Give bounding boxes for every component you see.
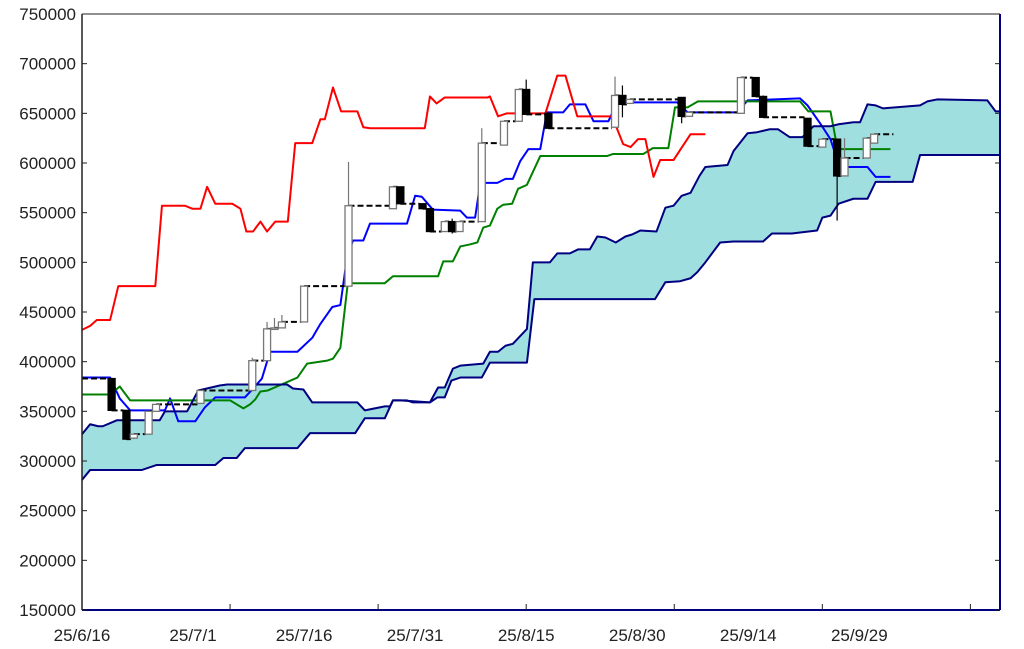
candle-up [477, 142, 486, 223]
y-tick-label: 700000 [19, 55, 76, 74]
candle-up [862, 137, 871, 159]
senkou_a-line [81, 98, 1001, 435]
candle-down [803, 117, 812, 147]
y-tick-label: 550000 [19, 204, 76, 223]
y-tick-label: 600000 [19, 154, 76, 173]
candle-up [299, 285, 309, 323]
y-tick-label: 350000 [19, 402, 76, 421]
x-tick-label: 25/7/16 [276, 626, 333, 645]
x-tick-label: 25/7/1 [169, 626, 216, 645]
candle-up [262, 328, 272, 362]
candle-down [107, 377, 116, 411]
candle-up [151, 403, 161, 412]
candle-layer [82, 76, 894, 441]
y-tick-label: 500000 [19, 253, 76, 272]
candle-up [440, 220, 449, 233]
y-tick-label: 200000 [19, 551, 76, 570]
x-tick-label: 25/6/16 [54, 626, 111, 645]
candle-up [248, 360, 257, 392]
x-tick-label: 25/9/29 [831, 626, 888, 645]
x-tick-label: 25/8/30 [609, 626, 666, 645]
candle-down [418, 203, 427, 210]
candle-down [758, 95, 768, 118]
candle-down [396, 186, 405, 205]
candle-down [751, 76, 760, 98]
candle-down [425, 208, 435, 233]
candle-up [277, 321, 287, 329]
candle-down [677, 96, 686, 117]
candle-down [618, 94, 627, 106]
axis-layer: 150000 200000 250000 300000 350000 400000 4500… [19, 5, 1001, 645]
candle-up [625, 98, 634, 105]
chikou-line [81, 74, 706, 331]
y-tick-label: 400000 [19, 353, 76, 372]
candle-up [818, 138, 827, 148]
y-tick-label: 150000 [19, 601, 76, 620]
candle-up [388, 186, 398, 210]
candle-up [129, 433, 138, 439]
senkou_b-line [81, 154, 1001, 481]
y-tick-label: 250000 [19, 502, 76, 521]
candle-up [610, 94, 620, 128]
candle-up [270, 327, 279, 331]
candle-down [544, 112, 553, 129]
y-tick-label: 300000 [19, 452, 76, 471]
x-tick-label: 25/7/31 [387, 626, 444, 645]
candle-down [448, 220, 457, 233]
y-tick-label: 650000 [19, 104, 76, 123]
candle-down [522, 88, 531, 115]
candle-down [122, 409, 131, 440]
candle-up [869, 133, 879, 144]
candle-up [144, 410, 153, 435]
candle-up [499, 120, 509, 146]
candle-up [344, 205, 353, 287]
candle-down [832, 138, 842, 177]
x-tick-label: 25/8/15 [498, 626, 555, 645]
candle-up [514, 88, 523, 122]
x-tick-label: 25/9/14 [720, 626, 777, 645]
y-tick-label: 450000 [19, 303, 76, 322]
candle-up [736, 76, 746, 114]
candle-up [840, 157, 849, 177]
y-tick-label: 750000 [19, 5, 76, 24]
candle-up [684, 111, 694, 117]
kumo-cloud [82, 99, 1001, 480]
candle-up [196, 389, 205, 405]
cloud-layer [82, 99, 1001, 480]
candle-up [455, 220, 464, 233]
